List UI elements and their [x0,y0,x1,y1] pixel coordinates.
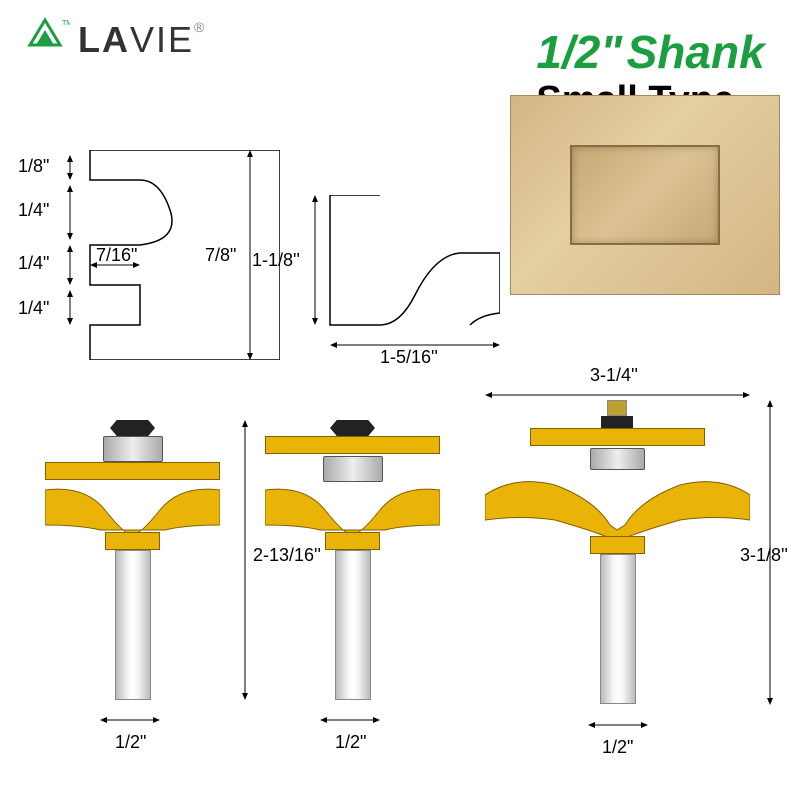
dim-bit3-width [485,385,750,405]
brand-vie: VIE [130,19,194,60]
d3-label: 1/4" [18,253,49,274]
height-label: 7/8" [205,245,236,266]
shank2-label: 1/2" [335,732,366,753]
brand-la: LA [78,19,130,60]
bit2-shank [335,550,371,700]
d2w-label: 1-5/16'' [380,347,438,368]
shank-size: 1/2" [536,26,622,78]
bit3-bearing [590,448,645,470]
bit-height-label: 2-13/16'' [253,545,321,566]
bit1-nut [110,420,155,436]
d1-label: 1/8" [18,156,49,177]
router-bit-2 [265,420,440,720]
shank1-label: 1/2" [115,732,146,753]
wood-panel [570,145,720,245]
bit2-profile [265,485,440,535]
width-label: 7/16" [96,245,137,266]
dim-shank2 [320,710,380,730]
dim-shank3 [588,715,648,735]
router-bit-1 [45,420,220,720]
d2h-label: 1-1/8'' [252,250,300,271]
bit1-bearing [103,436,163,462]
svg-text:TM: TM [62,20,70,27]
title-line1: 1/2" Shank [536,25,770,79]
brand-logo-text: LAVIE® [78,19,204,61]
wood-sample [510,95,780,295]
bit1-collar [105,532,160,550]
router-bit-3 [485,400,750,720]
bit3-backcutter [530,428,705,446]
bit3-shank [600,554,636,704]
dim-shank1 [100,710,160,730]
bit2-collar [325,532,380,550]
d2-label: 1/4" [18,200,49,221]
bit3-height-label: 3-1/8'' [740,545,788,566]
bit3-collar [590,536,645,554]
bit1-profile [45,485,220,535]
brand-logo: TM LAVIE® [20,15,204,65]
bit2-nut [330,420,375,436]
brand-logo-icon: TM [20,15,70,65]
bit2-slot [265,436,440,454]
profile-diagram-1: 1/8" 1/4" 1/4" 1/4" 7/16" 7/8" [20,150,280,360]
reg-mark: ® [194,19,204,35]
shank-word: Shank [627,26,765,78]
bit2-bearing [323,456,383,482]
bit3-nut [601,416,633,428]
bit1-shank [115,550,151,700]
profile-diagram-2: 1-1/8'' 1-5/16'' [300,195,500,355]
bit3-width-label: 3-1/4'' [590,365,638,386]
bit1-slot [45,462,220,480]
bit3-profile [485,470,750,540]
d4-label: 1/4" [18,298,49,319]
shank3-label: 1/2" [602,737,633,758]
